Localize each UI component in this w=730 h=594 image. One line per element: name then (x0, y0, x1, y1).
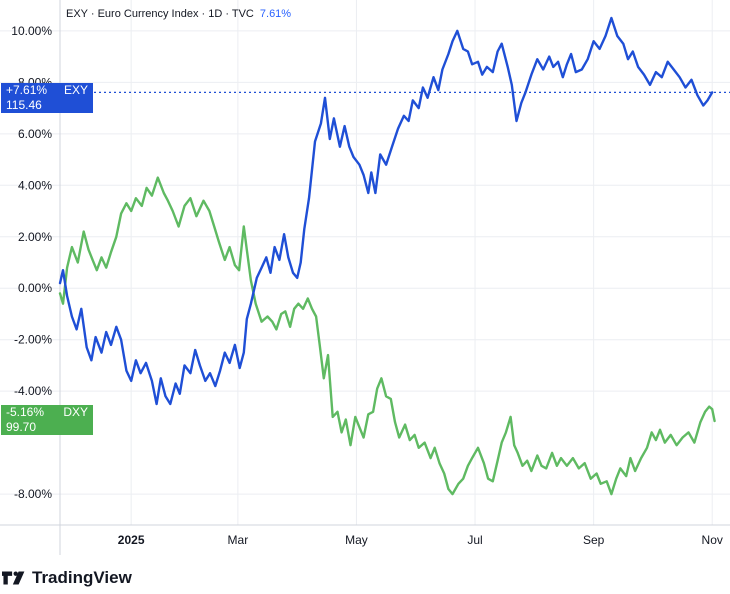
exy-price-badge: +7.61% EXY 115.46 (1, 83, 93, 114)
y-tick-label: 6.00% (18, 127, 52, 141)
chart-header: EXY · Euro Currency Index · 1D · TVC 7.61… (66, 8, 291, 20)
exy-badge-change: +7.61% (6, 83, 48, 98)
y-tick-label: 4.00% (18, 178, 52, 192)
y-tick-label: -4.00% (14, 384, 52, 398)
y-tick-label: -8.00% (14, 487, 52, 501)
symbol-title: EXY · Euro Currency Index · 1D · TVC (66, 8, 254, 20)
dxy-badge-price: 99.70 (6, 420, 37, 435)
dxy-price-badge: -5.16% DXY 99.70 (1, 405, 93, 436)
x-tick-label: Nov (702, 533, 723, 547)
x-axis-labels: 2025 Mar May Jul Sep Nov (118, 533, 723, 547)
x-tick-label: May (345, 533, 368, 547)
brand-name: TradingView (32, 568, 132, 587)
dxy-badge-ticker: DXY (63, 405, 88, 420)
x-tick-label: Mar (228, 533, 249, 547)
gridlines (0, 0, 730, 555)
series-lines (58, 16, 716, 496)
exy-badge-ticker: EXY (63, 83, 88, 98)
plot-background (0, 0, 730, 555)
x-tick-label: Sep (583, 533, 605, 547)
exy-badge-price: 115.46 (6, 98, 42, 113)
header-change: 7.61% (259, 8, 292, 20)
y-tick-label: 2.00% (18, 230, 52, 244)
dxy-series-line (58, 176, 716, 496)
exy-series-line (58, 16, 714, 406)
y-tick-label: 0.00% (18, 281, 52, 295)
dxy-badge-change: -5.16% (6, 405, 45, 420)
tradingview-brand[interactable]: TradingView (2, 568, 132, 588)
y-tick-label: 10.00% (11, 24, 52, 38)
tradingview-logo-icon (2, 571, 25, 585)
x-tick-label: 2025 (118, 533, 145, 547)
x-tick-label: Jul (467, 533, 482, 547)
y-tick-label: -2.00% (14, 333, 52, 347)
y-axis-labels: 10.00%8.00%6.00%4.00%2.00%0.00%-2.00%-4.… (11, 24, 52, 501)
